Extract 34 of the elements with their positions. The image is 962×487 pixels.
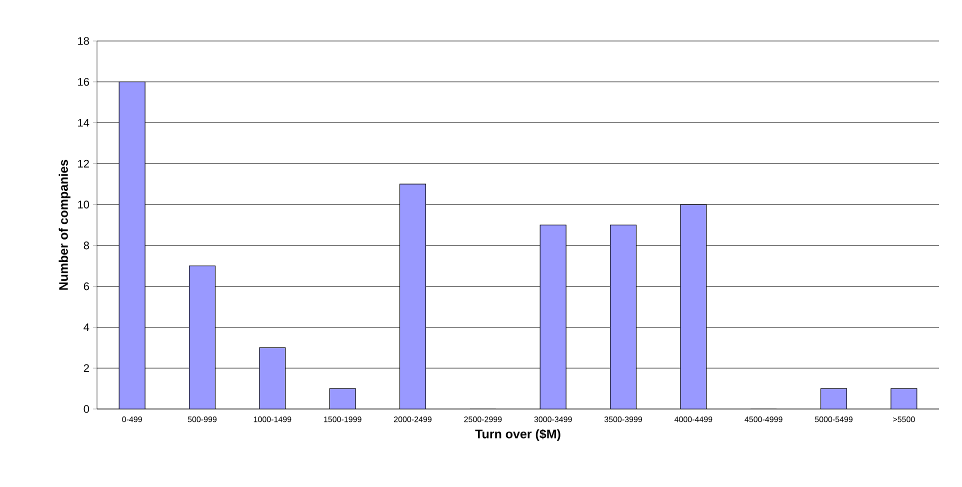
bar <box>118 82 146 409</box>
bar <box>259 347 286 409</box>
y-tick-label: 12 <box>78 160 89 168</box>
bar <box>329 388 356 409</box>
x-tick-label: >5500 <box>893 416 915 422</box>
x-tick-label: 5000-5499 <box>814 416 853 422</box>
x-tick-label: 500-999 <box>188 416 217 422</box>
x-tick-label: 2500-2999 <box>464 416 502 422</box>
x-tick-label: 3000-3499 <box>534 416 572 422</box>
y-tick-label: 18 <box>78 37 90 45</box>
bar <box>540 224 566 409</box>
x-tick-label: 4500-4999 <box>744 416 782 422</box>
y-tick-label: 14 <box>78 118 90 127</box>
y-tick-label: 0 <box>84 405 90 413</box>
bar <box>890 388 918 409</box>
bar <box>680 204 707 409</box>
x-tick-label: 1500-1999 <box>324 416 362 422</box>
x-tick-label: 1000-1499 <box>254 416 292 422</box>
bar <box>399 184 426 409</box>
x-tick-label: 2000-2499 <box>394 416 432 422</box>
y-tick-label: 6 <box>84 282 90 290</box>
x-tick-label: 4000-4499 <box>674 416 712 422</box>
y-tick-label: 16 <box>78 78 90 86</box>
y-tick-label: 2 <box>84 364 89 372</box>
y-tick-label: 4 <box>84 323 90 332</box>
x-tick-label: 0-499 <box>122 416 142 422</box>
x-axis-title: Turn over ($M) <box>475 429 560 441</box>
bar <box>820 388 848 409</box>
bar <box>610 224 637 409</box>
y-axis-title: Number of companies <box>58 160 70 290</box>
y-tick-label: 10 <box>78 200 90 208</box>
bar <box>188 266 216 409</box>
x-tick-label: 3500-3999 <box>604 416 642 422</box>
y-tick-label: 8 <box>84 242 90 250</box>
